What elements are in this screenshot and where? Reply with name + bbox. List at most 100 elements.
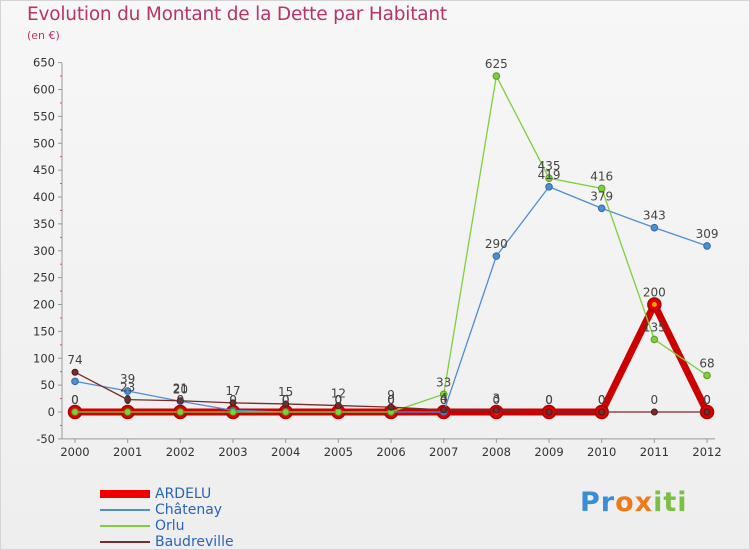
y-tick-label: 300 [33,244,55,258]
legend-label-baudreville: Baudreville [155,534,234,550]
y-tick-label: -50 [36,432,55,446]
data-label-ardelu: 0 [229,393,237,407]
data-label-chatenay: 290 [485,237,508,251]
data-label-orlu: 135 [643,320,666,334]
data-label-baudreville: 0 [598,393,606,407]
x-tick-label: 2011 [640,445,669,459]
data-label-chatenay: 0 [440,393,448,407]
data-label-baudreville: 4 [440,391,448,405]
data-label-ardelu: 0 [282,393,290,407]
data-point-orlu [334,408,343,416]
data-label-ardelu: 0 [71,393,79,407]
x-tick-label: 2008 [482,445,511,459]
data-label-chatenay: 0 [282,393,290,407]
data-point-orlu [492,72,501,80]
data-point-chatenay [123,387,132,395]
data-point-orlu [229,408,237,416]
data-label-orlu: 68 [699,356,714,370]
y-tick-label: 250 [33,271,55,285]
data-label-ardelu: 200 [643,286,666,300]
y-tick-label: 450 [33,163,55,177]
logo-letter: t [663,487,678,518]
data-point-baudreville [124,396,132,404]
y-tick-label: 650 [33,56,55,70]
y-tick-label: 500 [33,136,55,150]
y-axis-unit: (en €) [27,29,60,42]
data-point-baudreville [492,406,500,414]
legend-label-chatenay: Châtenay [155,502,223,518]
data-label-orlu: 416 [590,169,613,183]
x-tick-label: 2009 [534,445,563,459]
legend-label-orlu: Orlu [155,518,185,534]
data-label-orlu: 0 [229,393,237,407]
x-tick-label: 2002 [166,445,195,459]
data-point-baudreville [545,408,553,416]
data-label-orlu: 0 [335,393,343,407]
legend-label-ardelu: ARDELU [155,486,212,502]
data-label-ardelu: 0 [493,393,501,407]
logo-letter: o [615,487,635,518]
data-label-baudreville: 17 [225,384,240,398]
y-tick-label: 0 [48,405,55,419]
data-point-chatenay [703,242,711,250]
proxiti-logo: Proxiti [580,487,688,518]
y-tick-label: 600 [33,83,55,97]
y-tick-label: 350 [33,217,55,231]
data-label-ardelu: 0 [124,393,132,407]
data-label-chatenay: 0 [387,393,395,407]
data-point-baudreville [598,408,606,416]
data-label-orlu: 33 [436,375,451,389]
data-label-chatenay: 379 [590,189,613,203]
x-tick-label: 2005 [324,445,353,459]
logo-letter: P [580,487,601,518]
data-label-orlu: 625 [485,57,508,71]
data-point-orlu [71,408,79,416]
data-point-orlu [650,335,659,344]
x-tick-label: 2001 [113,445,142,459]
data-label-baudreville: 74 [67,353,82,367]
data-point-chatenay [597,204,606,213]
data-point-baudreville [440,406,448,414]
data-label-orlu: 0 [282,393,290,407]
data-point-chatenay [650,223,659,232]
data-label-ardelu: 0 [440,393,448,407]
data-point-chatenay [71,377,79,386]
logo-letter: i [653,487,664,518]
data-label-orlu: 435 [538,159,561,173]
data-point-orlu [176,408,185,416]
data-point-orlu [703,371,711,380]
logo-letter: i [677,487,688,518]
data-point-baudreville [229,399,237,407]
legend-swatch-baudreville [100,541,150,543]
logo-letter: x [634,487,654,518]
data-point-orlu [597,184,606,193]
data-label-baudreville: 21 [173,382,188,396]
y-tick-label: 50 [40,378,55,392]
data-label-orlu: 0 [124,393,132,407]
data-point-chatenay [545,182,553,191]
data-label-baudreville: 15 [278,385,293,399]
data-label-baudreville: 12 [331,387,346,401]
data-point-orlu [439,390,448,399]
data-label-chatenay: 419 [538,168,561,182]
data-label-orlu: 0 [71,393,79,407]
data-label-baudreville: 23 [120,381,135,395]
data-label-chatenay: 343 [643,209,666,223]
data-point-orlu [123,408,132,416]
data-point-baudreville [387,403,395,411]
data-point-baudreville [650,408,658,416]
x-tick-label: 2006 [376,445,405,459]
data-label-baudreville: 0 [651,393,659,407]
data-label-chatenay: 20 [173,382,188,396]
data-label-chatenay: 309 [696,227,719,241]
data-label-ardelu: 0 [545,393,553,407]
data-label-baudreville: 3 [493,391,501,405]
data-point-orlu [281,408,290,416]
data-label-baudreville: 9 [387,388,395,402]
x-tick-label: 2010 [587,445,616,459]
legend-swatch-ardelu [100,490,150,498]
data-label-ardelu: 0 [598,393,606,407]
data-label-ardelu: 0 [335,393,343,407]
chart-title: Evolution du Montant de la Dette par Hab… [27,4,447,25]
